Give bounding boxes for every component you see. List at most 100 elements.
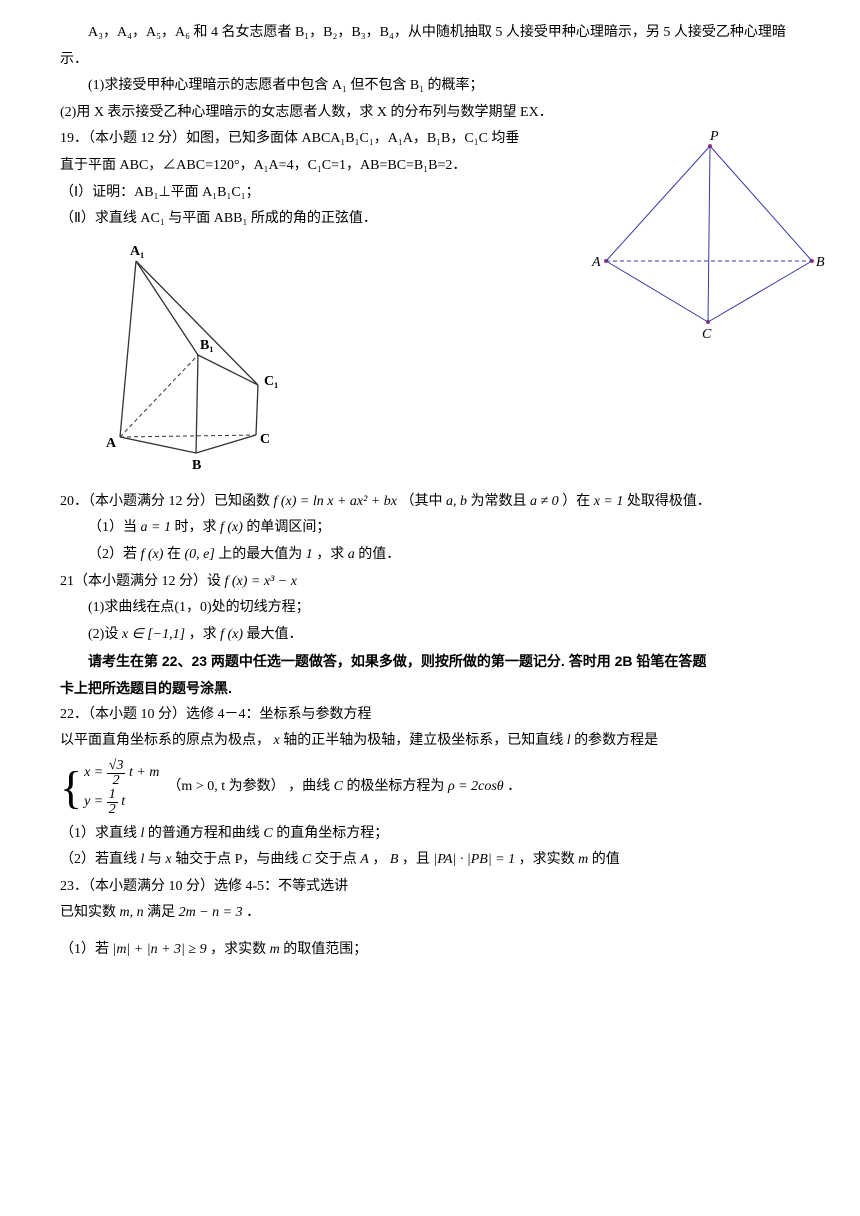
q20-1: （1）当 a = 1 时，求 f (x) 的单调区间； (60, 515, 800, 542)
math: C (302, 852, 311, 867)
math: f (x) (220, 627, 243, 642)
text: （m > 0, t 为参数） ，曲线 C 的极坐标方程为 ρ = 2cosθ ． (167, 774, 521, 801)
math: l (567, 733, 571, 748)
math: x ∈ [−1,1] (122, 627, 185, 642)
instruction-line1: 请考生在第 22、23 两题中任选一题做答，如果多做，则按所做的第一题记分. 答… (60, 648, 800, 675)
math: |m| + |n + 3| ≥ 9 (113, 942, 207, 957)
text-line: (1)求接受甲种心理暗示的志愿者中包含 A₁ 但不包含 B₁ 的概率； (60, 73, 800, 100)
instruction-line2: 卡上把所选题目的题号涂黑. (60, 675, 800, 702)
math: a (348, 547, 355, 562)
text: ，求 (189, 627, 221, 642)
text: ，求实数 (519, 852, 579, 867)
text: （1）求直线 (60, 826, 141, 841)
text: （其中 (401, 494, 447, 509)
math: 1 (306, 547, 313, 562)
math: a, b (446, 494, 467, 509)
text: 轴交于点 P，与曲线 (175, 852, 302, 867)
text: 已知实数 (60, 905, 120, 920)
math: m (270, 942, 280, 957)
text-line: A₃，A₄，A₅，A₆ 和 4 名女志愿者 B₁，B₂，B₃，B₄，从中随机抽取… (60, 20, 800, 73)
text: 上的最大值为 (218, 547, 306, 562)
q19-block: P A B C 19．（本小题 12 分）如图，已知多面体 ABCA₁B₁C₁，… (60, 126, 800, 478)
text: （2）若 (88, 547, 141, 562)
q20-head: 20．（本小题满分 12 分）已知函数 f (x) = ln x + ax² +… (60, 489, 800, 516)
label-A: A (591, 255, 601, 270)
label-A: A (106, 436, 117, 451)
q22-p1: 以平面直角坐标系的原点为极点， x 轴的正半轴为极轴，建立极坐标系，已知直线 l… (60, 728, 800, 755)
text: 的直角坐标方程； (276, 826, 388, 841)
eq-row1: x = √32 t + m (84, 765, 159, 780)
math: x = 1 (594, 494, 624, 509)
text-line: (2)用 X 表示接受乙种心理暗示的女志愿者人数，求 X 的分布列与数学期望 E… (60, 100, 800, 127)
text: ， (372, 852, 390, 867)
label-C: C (702, 327, 712, 342)
tetrahedron-figure: P A B C (590, 126, 830, 346)
q22-1: （1）求直线 l 的普通方程和曲线 C 的直角坐标方程； (60, 821, 800, 848)
text: ，曲线 (288, 779, 334, 794)
text: 时，求 (174, 520, 220, 535)
q23-p1: 已知实数 m, n 满足 2m − n = 3 ． (60, 900, 800, 927)
text: ． (507, 779, 521, 794)
text: （2）若直线 (60, 852, 141, 867)
text: 在 (167, 547, 185, 562)
text: （1）若 (60, 942, 113, 957)
math: l (141, 852, 145, 867)
label-A1: A₁ (130, 244, 144, 259)
text: （1）当 (88, 520, 141, 535)
label-C: C (260, 432, 270, 447)
math: C (334, 779, 343, 794)
parametric-eq: { x = √32 t + m y = 12 t （m > 0, t 为参数） … (60, 759, 800, 817)
text: 20．（本小题满分 12 分）已知函数 (60, 494, 274, 509)
math: a = 1 (141, 520, 171, 535)
text: 交于点 (315, 852, 361, 867)
text: 的取值范围； (283, 942, 367, 957)
text: 为常数且 (471, 494, 531, 509)
label-P: P (709, 129, 719, 144)
text: ． (246, 905, 260, 920)
math: l (141, 826, 145, 841)
math: m (578, 852, 588, 867)
q21-head: 21（本小题满分 12 分）设 f (x) = x³ − x (60, 569, 800, 596)
math: C (263, 826, 272, 841)
text: (2)设 (88, 627, 122, 642)
q22-2: （2）若直线 l 与 x 轴交于点 P，与曲线 C 交于点 A ， B ，且 |… (60, 847, 800, 874)
text: 满足 (147, 905, 179, 920)
q23-1: （1）若 |m| + |n + 3| ≥ 9 ，求实数 m 的取值范围； (60, 937, 800, 964)
math: |PA| · |PB| = 1 (433, 852, 515, 867)
left-brace-icon: { (60, 765, 82, 811)
math: x (274, 733, 280, 748)
label-B1: B₁ (200, 338, 214, 353)
math: (0, e] (184, 547, 214, 562)
math: f (x) = ln x + ax² + bx (274, 494, 398, 509)
math: f (x) = x³ − x (225, 574, 297, 589)
q22-head: 22．（本小题 10 分）选修 4－4：坐标系与参数方程 (60, 702, 800, 729)
math: B (390, 852, 399, 867)
math: a ≠ 0 (530, 494, 559, 509)
text: 的值 (592, 852, 620, 867)
text: 处取得极值． (627, 494, 711, 509)
math: 2m − n = 3 (179, 905, 243, 920)
text: 以平面直角坐标系的原点为极点， (60, 733, 274, 748)
math: A (360, 852, 369, 867)
text: 与 (148, 852, 166, 867)
text: 的参数方程是 (574, 733, 658, 748)
text: 的单调区间； (246, 520, 330, 535)
math: ρ = 2cosθ (448, 779, 504, 794)
text: ，且 (402, 852, 434, 867)
text: 的值． (358, 547, 400, 562)
math: m, n (120, 905, 144, 920)
text: ）在 (562, 494, 594, 509)
text: 轴的正半轴为极轴，建立极坐标系，已知直线 (283, 733, 567, 748)
q21-2: (2)设 x ∈ [−1,1] ，求 f (x) 最大值． (60, 622, 800, 649)
eq-row2: y = 12 t (84, 794, 125, 809)
label-C1: C₁ (264, 374, 278, 389)
label-B: B (192, 458, 201, 473)
q23-head: 23．（本小题满分 10 分）选修 4-5：不等式选讲 (60, 874, 800, 901)
q20-2: （2）若 f (x) 在 (0, e] 上的最大值为 1 ，求 a 的值． (60, 542, 800, 569)
math: f (x) (220, 520, 243, 535)
cond: （m > 0, t 为参数） (167, 779, 284, 794)
math: f (x) (141, 547, 164, 562)
text: 21（本小题满分 12 分）设 (60, 574, 225, 589)
prism-figure: A₁ B₁ C₁ A B C (100, 239, 300, 479)
q21-1: (1)求曲线在点(1，0)处的切线方程； (60, 595, 800, 622)
